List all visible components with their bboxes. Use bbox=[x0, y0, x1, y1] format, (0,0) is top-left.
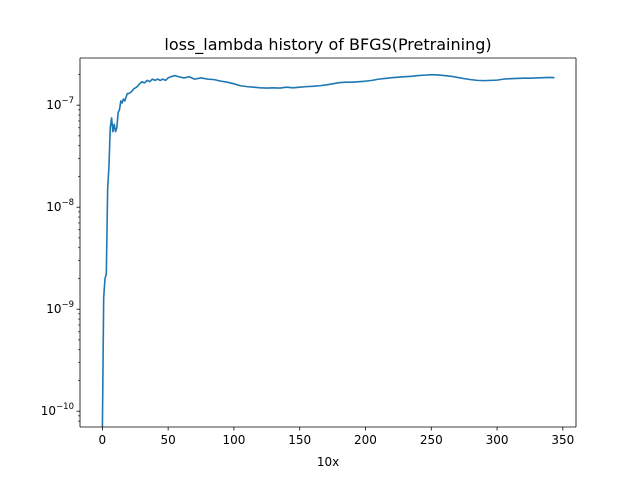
spines bbox=[79, 57, 577, 428]
y-tick-label: 10−10 bbox=[41, 402, 74, 418]
y-tick-label: 10−9 bbox=[46, 300, 74, 316]
x-tick-label: 350 bbox=[551, 433, 574, 447]
x-tick-label: 100 bbox=[222, 433, 245, 447]
x-tick-label: 300 bbox=[486, 433, 509, 447]
y-tick-label: 10−8 bbox=[46, 198, 74, 214]
series-layer bbox=[101, 73, 555, 427]
x-tick-label: 50 bbox=[161, 433, 176, 447]
x-tick-label: 250 bbox=[420, 433, 443, 447]
x-tick-label: 0 bbox=[99, 433, 107, 447]
plot-area bbox=[80, 58, 576, 427]
x-tick-label: 200 bbox=[354, 433, 377, 447]
y-tick-label: 10−7 bbox=[46, 96, 74, 112]
y-axis: 10−10 10−9 10−8 10−7 bbox=[41, 96, 80, 418]
chart-title: loss_lambda history of BFGS(Pretraining) bbox=[164, 35, 491, 55]
x-axis-label: 10x bbox=[317, 455, 339, 469]
x-tick-label: 150 bbox=[288, 433, 311, 447]
series-line-0 bbox=[101, 73, 555, 427]
x-axis: 0 50 100 150 200 250 300 350 bbox=[99, 427, 574, 447]
